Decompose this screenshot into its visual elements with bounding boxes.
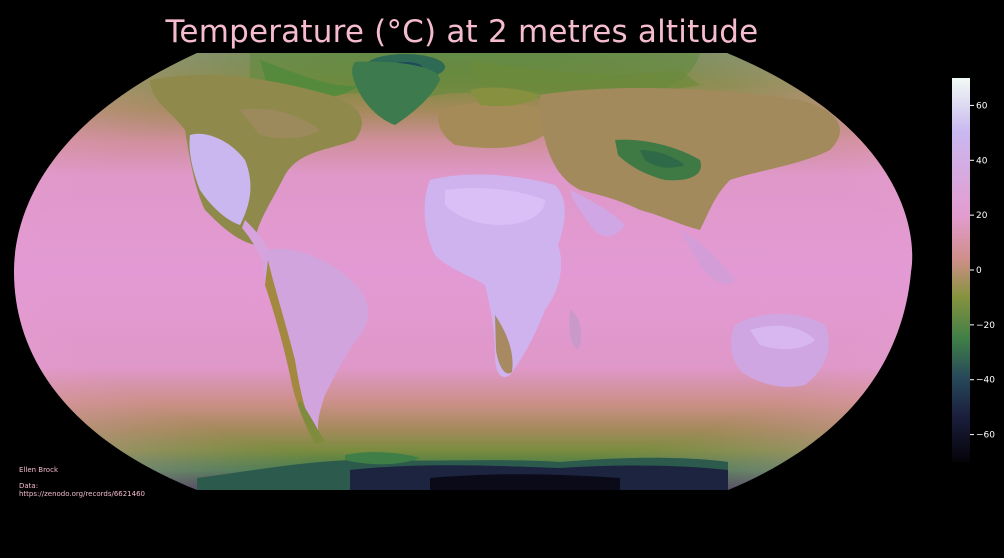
greenland <box>352 61 440 125</box>
asia <box>539 88 840 285</box>
colorbar-tick-label: 20 <box>976 211 988 221</box>
temperature-map <box>14 53 913 490</box>
colorbar-tick-label: 40 <box>976 156 988 166</box>
colorbar-tick-label: −40 <box>976 376 995 386</box>
credit-data-label: Data: <box>19 482 39 490</box>
europe <box>438 87 554 149</box>
africa <box>424 174 582 378</box>
credit-data-url: https://zenodo.org/records/6621460 <box>19 490 145 498</box>
colorbar-tick-label: −60 <box>976 431 995 441</box>
antarctica <box>197 452 728 490</box>
australia <box>730 313 829 387</box>
north-america <box>150 75 362 260</box>
colorbar-gradient <box>952 78 970 462</box>
colorbar-tick-label: 60 <box>976 101 988 111</box>
map-title: Temperature (°C) at 2 metres altitude <box>165 14 759 50</box>
colorbar: 60 40 20 0 −20 −40 −60 <box>952 78 995 462</box>
south-america <box>262 248 369 444</box>
colorbar-tick-label: 0 <box>976 266 982 276</box>
colorbar-tick-label: −20 <box>976 321 995 331</box>
credit-author: Ellen Brock <box>19 466 58 474</box>
